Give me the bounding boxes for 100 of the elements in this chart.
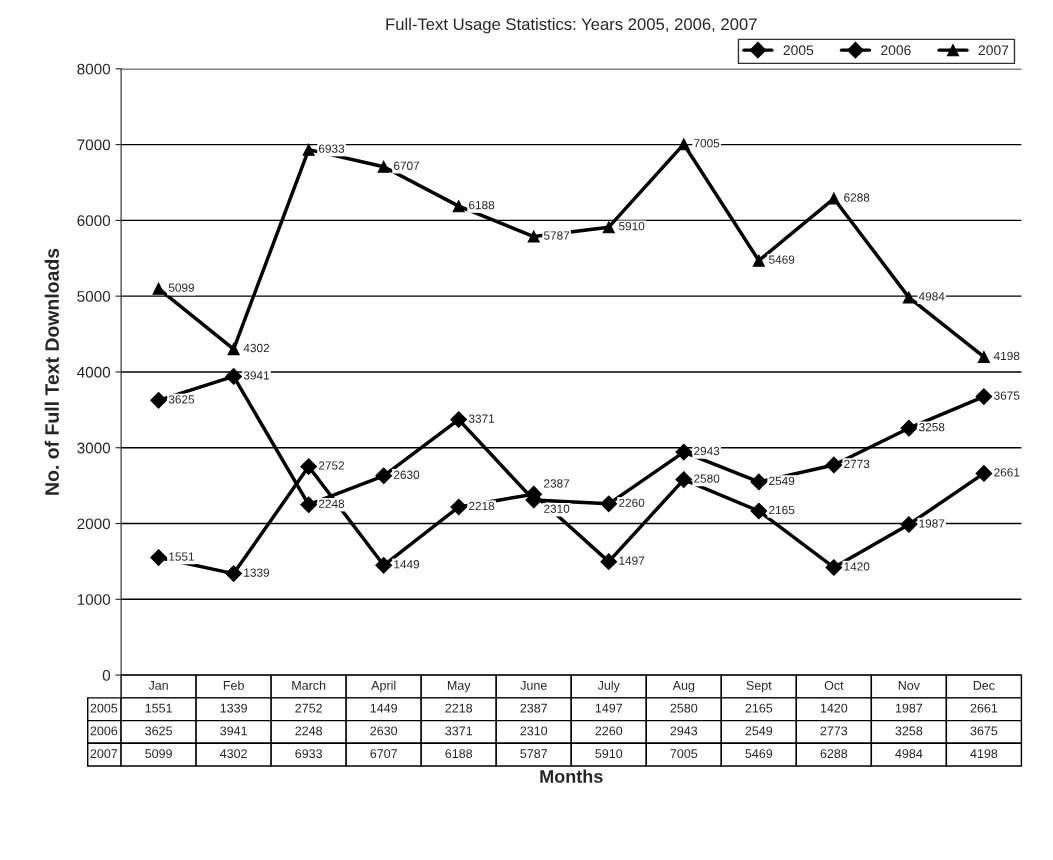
annotation: 5469: [769, 255, 795, 264]
point: [900, 516, 918, 533]
x-tick-label: April: [371, 680, 396, 693]
point: [450, 411, 468, 428]
annotation: 3625: [168, 395, 195, 404]
text: 2006: [90, 726, 118, 736]
point: [600, 495, 618, 513]
legend-label: 2005: [783, 45, 814, 56]
annotation: 4198: [993, 351, 1020, 361]
data-label: 2943: [670, 726, 698, 736]
data-label: 5099: [145, 749, 172, 759]
data-label: 2165: [745, 703, 773, 713]
annotation: 2248: [318, 499, 345, 508]
point: [377, 160, 390, 173]
text: 2007: [90, 749, 118, 759]
point: [450, 498, 468, 516]
data-label: 5469: [745, 749, 773, 759]
annotation: 7005: [694, 139, 720, 148]
y-tick-label: 8000: [77, 63, 111, 75]
annotation: 1987: [919, 519, 945, 528]
point: [600, 553, 618, 571]
data-label: 1339: [220, 703, 247, 713]
data-label: 3941: [220, 726, 247, 736]
annotation: 6707: [394, 161, 420, 170]
x-tick-label: Jan: [148, 681, 168, 690]
data-label: 3371: [445, 726, 473, 736]
data-label: 2260: [595, 726, 623, 736]
y-tick-label: 1000: [77, 594, 111, 605]
point: [750, 502, 768, 520]
annotation: 3675: [994, 391, 1020, 400]
data-label: 1987: [895, 703, 923, 713]
y-tick-label: 4000: [77, 366, 111, 378]
x-tick-label: Feb: [223, 680, 244, 690]
annotation: 4302: [243, 343, 270, 353]
point: [375, 556, 393, 574]
point: [300, 496, 318, 514]
y-tick-label: 3000: [77, 442, 111, 454]
annotation: 1339: [244, 568, 270, 577]
x-axis-title: Months: [540, 769, 603, 783]
x-tick-label: Oct: [824, 680, 844, 690]
point: [225, 565, 243, 582]
point: [302, 143, 315, 156]
data-label: 6707: [370, 749, 397, 759]
data-label: 6288: [820, 749, 848, 759]
annotation: 2630: [394, 470, 420, 479]
point: [300, 458, 318, 475]
chart-title: Full-Text Usage Statistics: Years 2005, 2006, 2007: [386, 17, 757, 34]
annotation: 1497: [619, 556, 645, 565]
data-label: 3675: [970, 726, 998, 736]
data-label: 4984: [895, 749, 923, 759]
point: [977, 350, 990, 364]
point: [752, 254, 765, 267]
annotation: 3371: [468, 414, 495, 423]
data-label: 2387: [520, 703, 548, 713]
annotation: 5099: [168, 283, 195, 292]
data-label: 1551: [145, 703, 172, 713]
y-tick-label: 6000: [77, 215, 111, 227]
data-label: 2218: [445, 703, 473, 713]
point: [902, 291, 915, 304]
x-tick-label: Dec: [973, 681, 995, 690]
annotation: 6933: [318, 144, 345, 153]
annotation: 6188: [469, 200, 495, 210]
annotation: 2661: [994, 468, 1020, 477]
text: 2005: [90, 703, 118, 713]
point: [675, 471, 693, 488]
data-label: 3258: [895, 726, 923, 736]
point: [825, 559, 843, 576]
data-label: 2752: [295, 703, 322, 713]
point: [750, 473, 768, 491]
point: [375, 467, 393, 485]
data-label: 2630: [370, 726, 398, 736]
data-label: 2310: [520, 726, 548, 736]
y-tick-label: 5000: [77, 291, 111, 302]
annotation: 6288: [844, 193, 870, 202]
y-axis-title: No. of Full Text Downloads: [44, 248, 59, 495]
point: [975, 465, 993, 482]
x-tick-label: Aug: [672, 681, 695, 693]
x-tick-label: March: [292, 680, 326, 690]
point: [527, 230, 540, 243]
annotation: 5787: [543, 231, 570, 240]
point: [152, 282, 165, 295]
annotation: 5910: [618, 222, 645, 231]
annotation: 1551: [169, 552, 195, 561]
x-tick-label: Nov: [898, 681, 920, 690]
data-label: 2248: [295, 726, 323, 736]
annotation: 1449: [394, 560, 420, 569]
data-label: 1420: [820, 703, 848, 713]
annotation: 2165: [769, 505, 795, 515]
annotation: 2773: [844, 459, 870, 469]
data-label: 2661: [970, 703, 998, 713]
point: [677, 138, 690, 151]
x-tick-label: May: [447, 681, 471, 693]
point: [602, 221, 615, 234]
data-label: 2773: [820, 726, 848, 736]
annotation: 2943: [694, 446, 720, 456]
annotation: 2260: [619, 498, 645, 507]
point: [227, 342, 240, 356]
data-label: 6933: [295, 749, 323, 759]
data-label: 2549: [745, 726, 773, 736]
legend-label: 2007: [978, 45, 1009, 56]
